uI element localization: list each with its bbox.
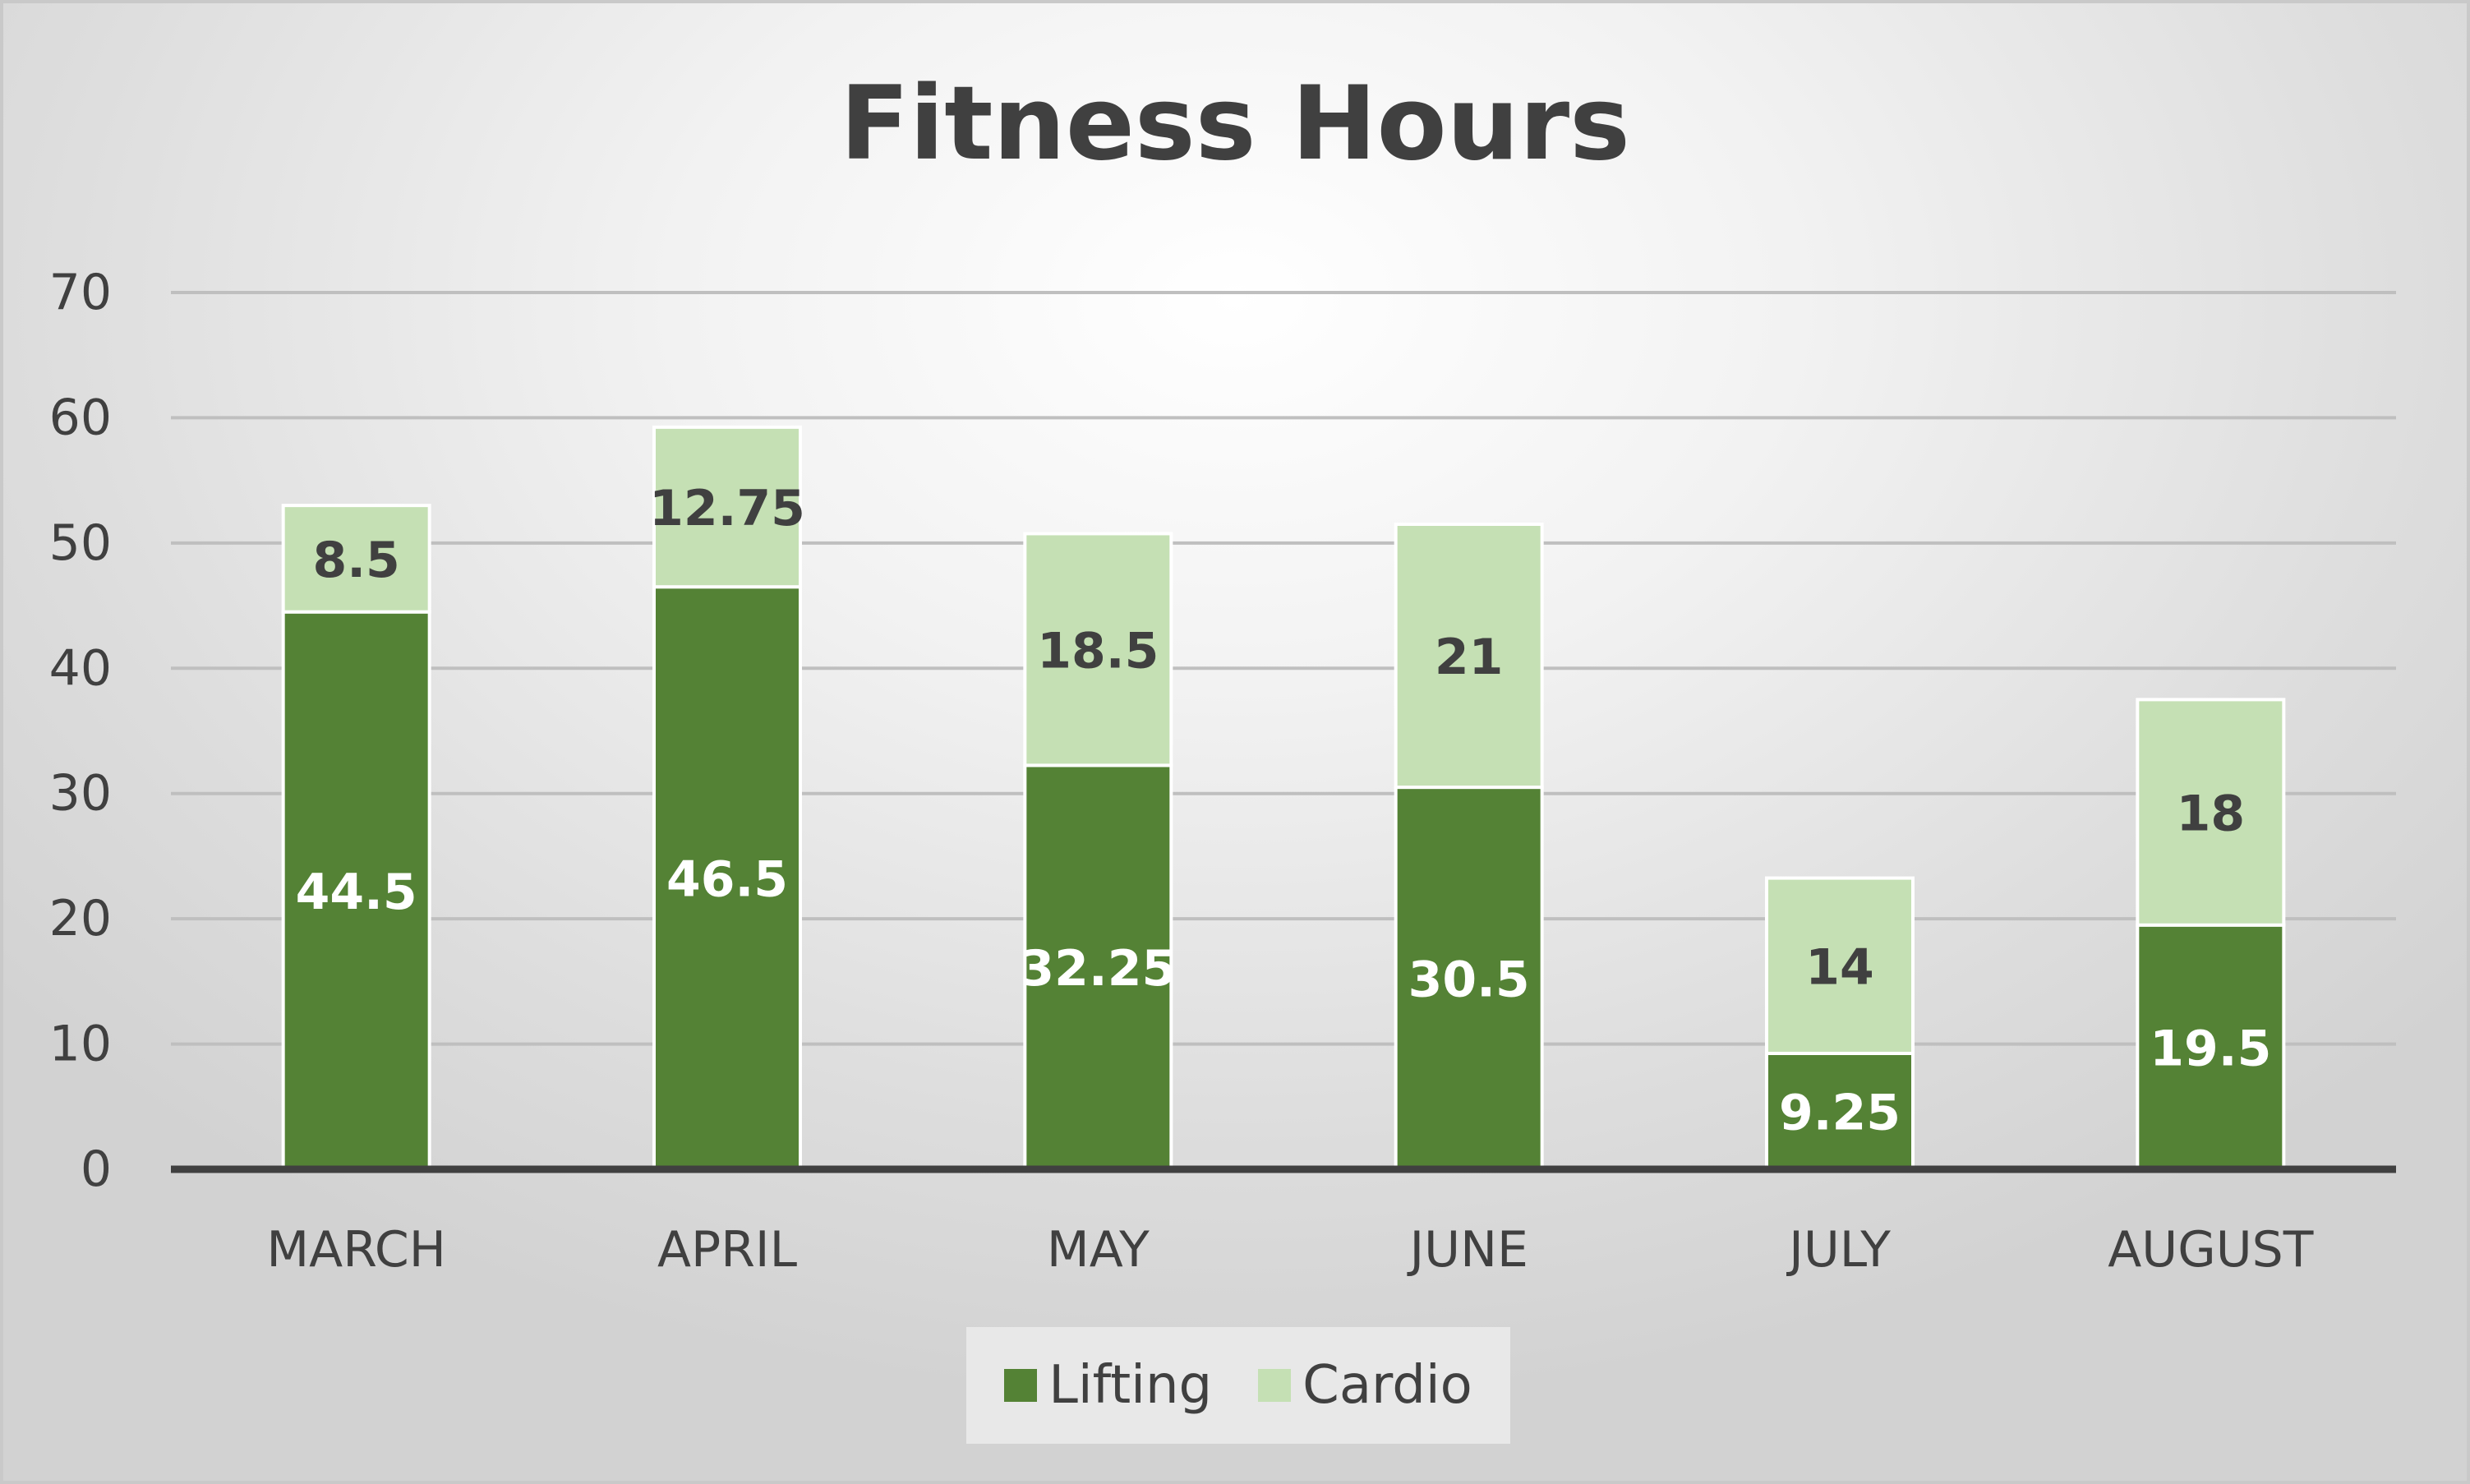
data-label-lifting: 46.5 bbox=[666, 851, 788, 909]
x-tick-label: JUNE bbox=[1406, 1221, 1528, 1279]
data-label-cardio: 8.5 bbox=[313, 532, 400, 589]
x-axis-tick-labels: MARCH APRIL MAY JUNE JULY AUGUST bbox=[266, 1221, 2313, 1279]
data-label-cardio: 14 bbox=[1805, 938, 1874, 996]
legend: Lifting Cardio bbox=[966, 1327, 1510, 1444]
y-tick-label: 30 bbox=[49, 765, 112, 823]
data-label-cardio: 18 bbox=[2177, 786, 2246, 843]
y-axis-tick-labels: 0 10 20 30 40 50 60 70 bbox=[49, 264, 112, 1198]
legend-item-cardio[interactable]: Cardio bbox=[1258, 1355, 1472, 1416]
bar-cardio-march[interactable] bbox=[281, 504, 431, 614]
legend-label-lifting: Lifting bbox=[1048, 1355, 1213, 1416]
gridlines bbox=[171, 291, 2396, 1046]
y-tick-label: 70 bbox=[49, 264, 112, 321]
legend-item-lifting[interactable]: Lifting bbox=[1004, 1355, 1212, 1416]
data-label-lifting: 9.25 bbox=[1779, 1085, 1901, 1142]
x-tick-label: MAY bbox=[1047, 1221, 1150, 1279]
bar-cardio-may[interactable] bbox=[1023, 532, 1173, 767]
bar-lifting-may[interactable] bbox=[1023, 763, 1173, 1171]
y-tick-label: 60 bbox=[49, 389, 112, 446]
x-tick-label: MARCH bbox=[266, 1221, 446, 1279]
y-tick-label: 20 bbox=[49, 890, 112, 947]
y-tick-label: 0 bbox=[81, 1141, 112, 1198]
bar-lifting-july[interactable] bbox=[1765, 1052, 1915, 1171]
x-tick-label: APRIL bbox=[657, 1221, 798, 1279]
data-label-cardio: 12.75 bbox=[649, 480, 805, 537]
data-labels: 44.5 8.5 46.5 12.75 32.25 18.5 30.5 21 9.25 14 19.… bbox=[296, 480, 2272, 1141]
bars bbox=[281, 425, 2286, 1171]
legend-swatch-cardio bbox=[1258, 1369, 1292, 1402]
x-tick-label: AUGUST bbox=[2108, 1221, 2313, 1279]
y-tick-label: 50 bbox=[49, 514, 112, 572]
legend-swatch-lifting bbox=[1004, 1369, 1038, 1402]
data-label-lifting: 44.5 bbox=[296, 864, 417, 921]
bar-cardio-april[interactable] bbox=[652, 425, 802, 589]
data-label-cardio: 21 bbox=[1435, 629, 1504, 686]
bar-cardio-august[interactable] bbox=[2136, 698, 2286, 927]
bar-cardio-july[interactable] bbox=[1765, 876, 1915, 1056]
y-tick-label: 10 bbox=[49, 1016, 112, 1073]
data-label-lifting: 19.5 bbox=[2150, 1020, 2271, 1077]
legend-label-cardio: Cardio bbox=[1302, 1355, 1472, 1416]
x-tick-label: JULY bbox=[1786, 1221, 1891, 1279]
chart-plot: 0 10 20 30 40 50 60 70 44.5 8.5 46.5 12.75 32.25 18.… bbox=[49, 264, 2396, 1279]
data-label-lifting: 32.25 bbox=[1020, 940, 1176, 998]
data-label-cardio: 18.5 bbox=[1037, 622, 1159, 680]
bar-cardio-june[interactable] bbox=[1394, 522, 1544, 790]
chart-title: Fitness Hours bbox=[840, 65, 1630, 183]
y-tick-label: 40 bbox=[49, 639, 112, 697]
data-label-lifting: 30.5 bbox=[1408, 952, 1530, 1009]
bar-lifting-june[interactable] bbox=[1394, 786, 1544, 1171]
